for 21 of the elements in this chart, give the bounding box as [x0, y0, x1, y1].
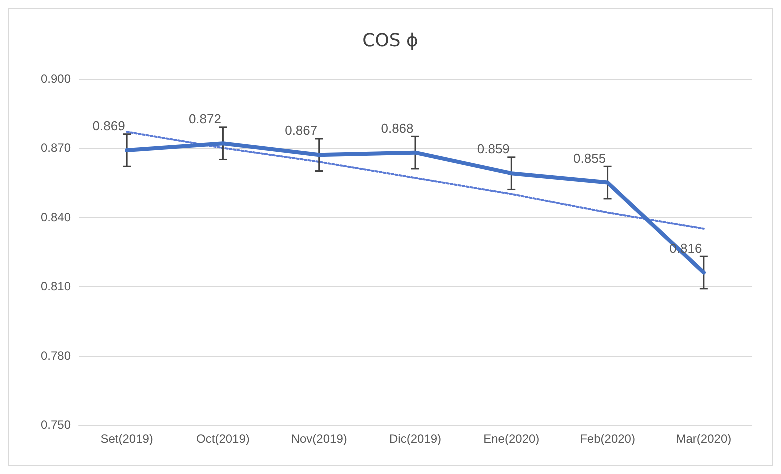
- data-label: 0.859: [477, 142, 510, 157]
- x-tick-label: Mar(2020): [676, 432, 732, 446]
- y-tick-label: 0.900: [40, 72, 72, 86]
- data-label: 0.855: [574, 150, 606, 166]
- y-tick-label: 0.810: [40, 280, 72, 294]
- y-tick-label: 0.750: [40, 418, 72, 432]
- chart-title: COS ϕ: [362, 30, 418, 52]
- x-tick-label: Dic(2019): [389, 432, 442, 446]
- x-tick-label: Feb(2020): [580, 432, 636, 446]
- data-label: 0.872: [188, 112, 222, 127]
- data-label: 0.867: [285, 123, 318, 138]
- y-tick-label: 0.780: [40, 348, 72, 363]
- x-tick-label: Set(2019): [100, 432, 154, 446]
- line-series: [125, 142, 706, 275]
- data-label: 0.868: [381, 120, 414, 136]
- x-tick-label: Ene(2020): [484, 432, 540, 446]
- x-tick-label: Nov(2019): [291, 432, 348, 446]
- x-tick-label: Oct(2019): [196, 432, 250, 446]
- data-label: 0.869: [92, 118, 126, 134]
- y-tick-label: 0.870: [40, 141, 72, 156]
- y-tick-label: 0.840: [40, 210, 72, 224]
